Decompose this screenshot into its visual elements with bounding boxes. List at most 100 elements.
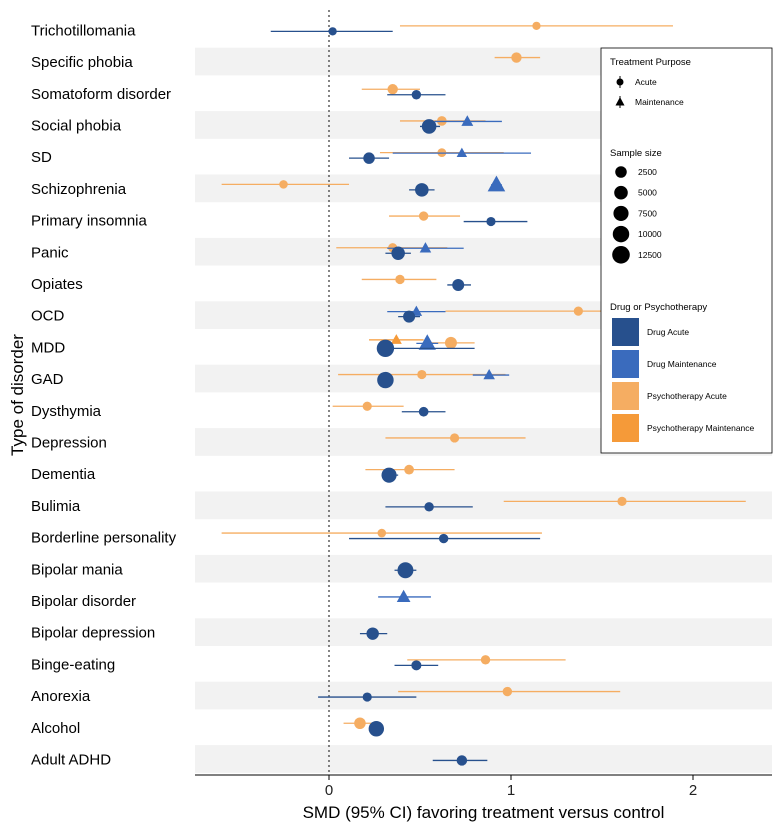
point-opiates-drug-acute [452,278,465,291]
legend-purpose-symbol-acute [616,78,624,86]
point-dementia-drug-acute [381,467,397,483]
category-label-opiates: Opiates [31,276,83,293]
point-bulimia-psychotherapy-acute [617,496,627,506]
point-anorexia-psychotherapy-acute [502,686,513,697]
legend-purpose-title: Treatment Purpose [610,57,691,68]
point-mdd-psychotherapy-acute [444,336,457,349]
category-label-schizophrenia: Schizophrenia [31,181,127,198]
legend-group-swatch-drug-acute [612,318,639,346]
point-primary-insomnia-drug-acute [486,216,496,227]
point-panic-drug-maintenance [419,242,432,253]
point-bulimia-drug-acute [424,502,434,512]
point-schizophrenia-drug-maintenance [487,175,506,192]
point-borderline-personality-psychotherapy-acute [377,528,387,538]
legend-size-label-10000: 10000 [638,229,662,239]
legend-group-swatch-psychotherapy-maintenance [612,414,639,442]
legend-group-swatch-drug-maintenance [612,350,639,378]
point-sd-drug-acute [363,152,375,164]
point-ocd-drug-acute [403,310,416,323]
point-mdd-drug-acute [376,339,395,358]
point-trichotillomania-drug-acute [328,27,337,36]
legend-group-label-drug-maintenance: Drug Maintenance [647,359,717,369]
legend-size-symbol-2500 [615,166,627,178]
legend-size-symbol-5000 [614,185,628,200]
category-label-alcohol: Alcohol [31,720,80,737]
point-mdd-drug-maintenance [418,334,436,350]
band-anorexia [195,681,772,710]
data-marks [221,21,746,766]
point-dysthymia-drug-acute [418,406,429,417]
point-anorexia-drug-acute [362,692,372,702]
category-label-anorexia: Anorexia [31,688,91,705]
point-adult-adhd-drug-acute [456,755,468,766]
point-opiates-psychotherapy-acute [395,274,405,285]
category-label-social-phobia: Social phobia [31,117,122,134]
category-label-somatoform-disorder: Somatoform disorder [31,86,171,103]
category-label-bipolar-depression: Bipolar depression [31,625,155,642]
y-axis-title: Type of disorder [8,334,27,456]
x-axis: 0 1 2 [195,774,772,799]
point-bipolar-depression-drug-acute [366,627,379,640]
legend-size-label-5000: 5000 [638,188,657,198]
legend-size-symbol-12500 [612,246,630,264]
point-social-phobia-drug-acute [421,119,437,134]
legend-purpose-symbol-maintenance [615,97,625,106]
point-sd-drug-maintenance [456,147,468,157]
point-ocd-psychotherapy-acute [573,306,583,316]
point-panic-drug-acute [391,246,405,261]
legend-group-label-psychotherapy-maintenance: Psychotherapy Maintenance [647,423,755,433]
point-borderline-personality-drug-acute [438,533,449,544]
legend-group-label-psychotherapy-acute: Psychotherapy Acute [647,391,727,401]
point-bipolar-disorder-drug-maintenance [396,589,411,602]
category-label-borderline-personality: Borderline personality [31,530,177,547]
point-binge-eating-drug-acute [411,660,422,671]
legend-group-title: Drug or Psychotherapy [610,302,707,313]
point-somatoform-disorder-drug-acute [411,90,422,100]
point-dementia-psychotherapy-acute [404,464,414,475]
category-label-specific-phobia: Specific phobia [31,54,133,71]
point-primary-insomnia-psychotherapy-acute [418,211,429,221]
point-gad-psychotherapy-acute [417,369,427,380]
point-specific-phobia-psychotherapy-acute [511,52,522,63]
point-somatoform-disorder-psychotherapy-acute [387,84,398,95]
legend-size-symbol-7500 [613,205,629,221]
legend-size-label-12500: 12500 [638,250,662,260]
category-label-bipolar-mania: Bipolar mania [31,561,123,578]
band-adult-adhd [195,745,772,773]
point-alcohol-psychotherapy-acute [354,717,366,730]
legend: Treatment Purpose Acute Maintenance Sample … [600,47,773,454]
point-dysthymia-psychotherapy-acute [362,401,372,411]
category-label-primary-insomnia: Primary insomnia [31,213,148,230]
category-label-dysthymia: Dysthymia [31,403,102,420]
category-label-binge-eating: Binge-eating [31,656,115,673]
legend-group-label-drug-acute: Drug Acute [647,327,689,337]
category-label-panic: Panic [31,244,69,261]
band-bipolar-mania [195,554,772,583]
point-binge-eating-psychotherapy-acute [480,655,491,665]
x-axis-title: SMD (95% CI) favoring treatment versus c… [303,803,665,822]
band-bipolar-depression [195,618,772,646]
x-tick-label-0: 0 [325,782,333,799]
category-label-sd: SD [31,149,52,166]
point-schizophrenia-psychotherapy-acute [279,180,288,189]
category-label-depression: Depression [31,434,107,451]
legend-size-label-7500: 7500 [638,208,657,218]
legend-purpose-label-maintenance: Maintenance [635,97,684,107]
point-alcohol-drug-acute [368,721,385,737]
legend-size-symbol-10000 [612,225,630,243]
band-bulimia [195,491,772,520]
category-label-ocd: OCD [31,308,65,325]
legend-size-title: Sample size [610,148,662,159]
point-schizophrenia-drug-acute [415,183,429,197]
category-labels: Trichotillomania Specific phobia Somatofor… [31,22,177,768]
legend-group-swatch-psychotherapy-acute [612,382,639,410]
category-label-bipolar-disorder: Bipolar disorder [31,593,136,610]
point-mdd-psychotherapy-maintenance [390,334,402,344]
category-label-dementia: Dementia [31,466,96,483]
point-social-phobia-drug-maintenance [461,115,474,126]
point-gad-drug-acute [377,371,394,389]
point-bipolar-mania-drug-acute [397,562,414,579]
x-tick-label-1: 1 [507,782,515,799]
legend-size-label-2500: 2500 [638,167,657,177]
